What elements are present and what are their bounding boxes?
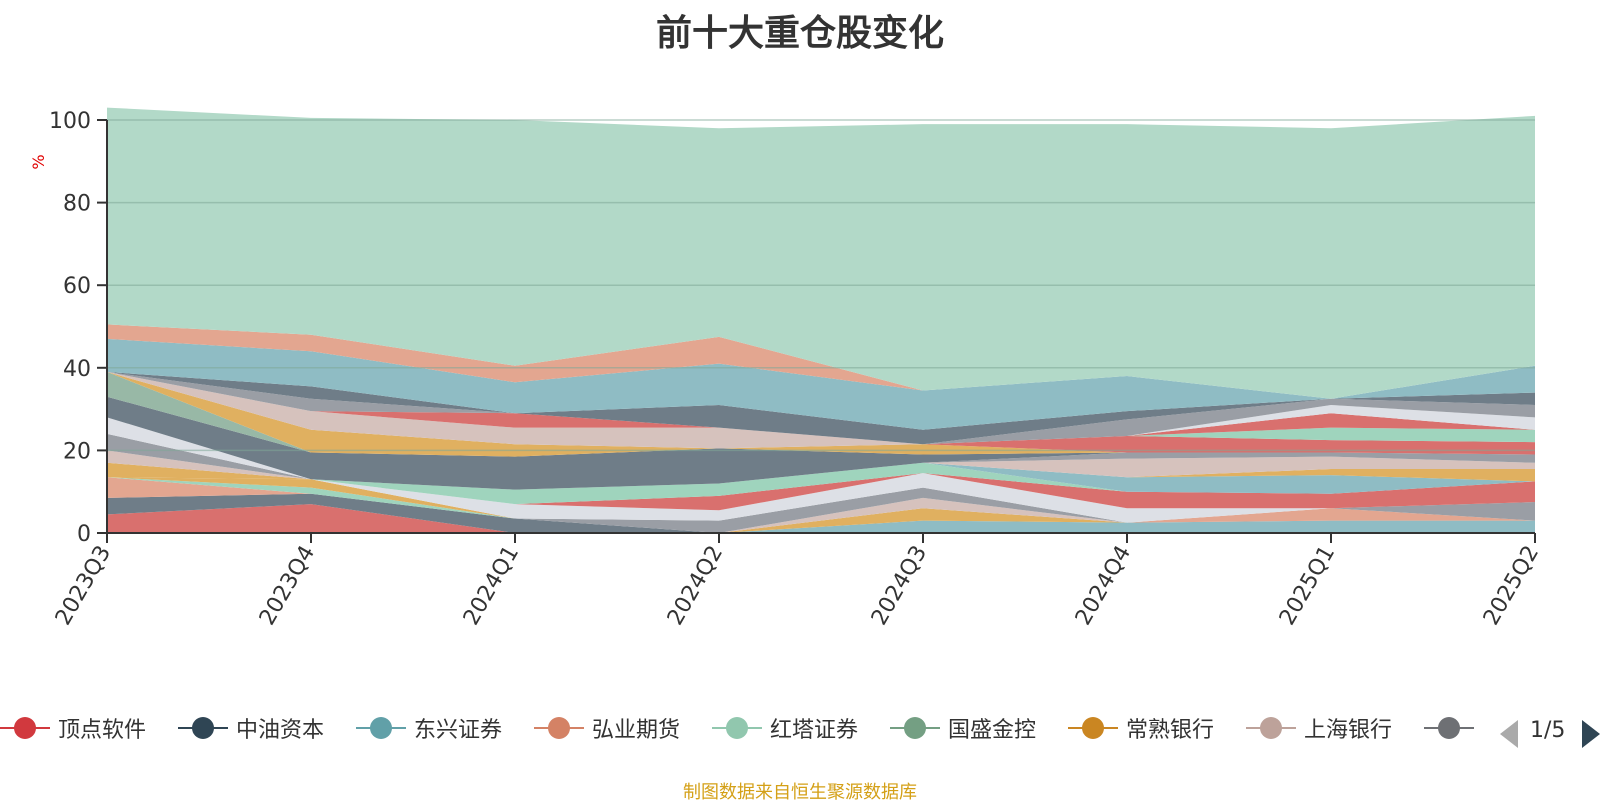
legend-marker-icon [1246,708,1296,748]
legend-item[interactable]: 弘业期货 [534,708,680,748]
legend-page-indicator: 1/5 [1530,718,1566,743]
area-series-12 [107,462,1535,505]
legend-item[interactable]: 常熟银行 [1068,708,1214,748]
area-series-27 [107,371,1535,445]
area-series-15 [107,450,1535,490]
x-axis-ticks: 2023Q3 2023Q4 2024Q1 2024Q2 2024Q3 2024Q4 2025… [51,533,1544,630]
legend: 顶点软件 中油资本 东兴证券 弘业期货 红塔证券 国盛金控 常熟银行 上海银行 文 [0,708,1600,748]
area-series-30 [107,107,1535,399]
area-series-21 [107,371,1535,455]
y-tick-label: 20 [63,439,91,464]
area-series-4 [107,477,1535,533]
area-series-18 [107,396,1535,490]
legend-label: 上海银行 [1304,718,1393,743]
area-series-29 [107,324,1535,399]
legend-marker-icon [534,708,584,748]
area-series-28 [107,338,1535,430]
legend-items: 顶点软件 中油资本 东兴证券 弘业期货 红塔证券 国盛金控 常熟银行 上海银行 文 [0,708,1478,748]
legend-marker-icon [356,708,406,748]
legend-label: 东兴证券 [414,718,503,743]
legend-label: 常熟银行 [1126,718,1215,743]
area-series-22 [107,371,1535,449]
legend-prev-page-icon[interactable] [1500,720,1518,748]
legend-marker-icon [178,708,228,748]
area-series-1 [107,504,1535,533]
area-series-11 [107,473,1535,511]
area-series-13 [107,462,1535,494]
legend-item[interactable]: 红塔证券 [712,708,858,748]
y-axis-ticks: 0 20 40 60 80 100 [49,109,107,547]
y-axis-unit-label: % [29,154,48,169]
legend-label: 红塔证券 [770,718,859,743]
y-tick-label: 0 [77,522,91,547]
x-tick-label: 2024Q1 [459,542,524,630]
legend-label: 中油资本 [236,718,325,743]
y-tick-label: 40 [63,357,91,382]
legend-item[interactable]: 上海银行 [1246,708,1392,748]
legend-item[interactable]: 中油资本 [178,708,324,748]
x-tick-label: 2025Q2 [1479,542,1544,630]
area-series-2 [107,493,1535,533]
legend-marker-icon [1068,708,1118,748]
x-tick-label: 2023Q3 [51,542,116,630]
legend-label: 弘业期货 [592,718,681,743]
chart-title: 前十大重仓股变化 [655,13,944,54]
y-tick-label: 100 [49,109,91,134]
legend-label: 国盛金控 [948,718,1037,743]
y-tick-label: 80 [63,192,91,217]
y-tick-label: 60 [63,274,91,299]
legend-item[interactable]: 顶点软件 [0,708,146,748]
x-tick-label: 2024Q4 [1071,542,1136,630]
area-series-23 [107,371,1535,445]
legend-item[interactable]: 东兴证券 [356,708,502,748]
legend-marker-icon [712,708,762,748]
x-tick-label: 2024Q2 [663,542,728,630]
source-note: 制图数据来自恒生聚源数据库 [683,782,917,803]
x-tick-label: 2023Q4 [255,542,320,630]
legend-label: 顶点软件 [58,718,147,743]
legend-marker-icon [0,708,50,748]
area-series-9 [107,477,1535,533]
axes [106,120,1535,534]
area-series-7 [107,477,1535,533]
area-series-3 [107,493,1535,533]
stacked-areas [107,107,1535,533]
legend-next-page-icon[interactable] [1582,720,1600,748]
x-tick-label: 2025Q1 [1275,542,1340,630]
legend-item[interactable]: 国盛金控 [890,708,1036,748]
legend-marker-icon [1424,708,1474,748]
area-series-10 [107,473,1535,523]
legend-item[interactable]: 文 [1424,708,1478,748]
area-series-26 [107,371,1535,445]
legend-marker-icon [890,708,940,748]
x-tick-label: 2024Q3 [867,542,932,630]
